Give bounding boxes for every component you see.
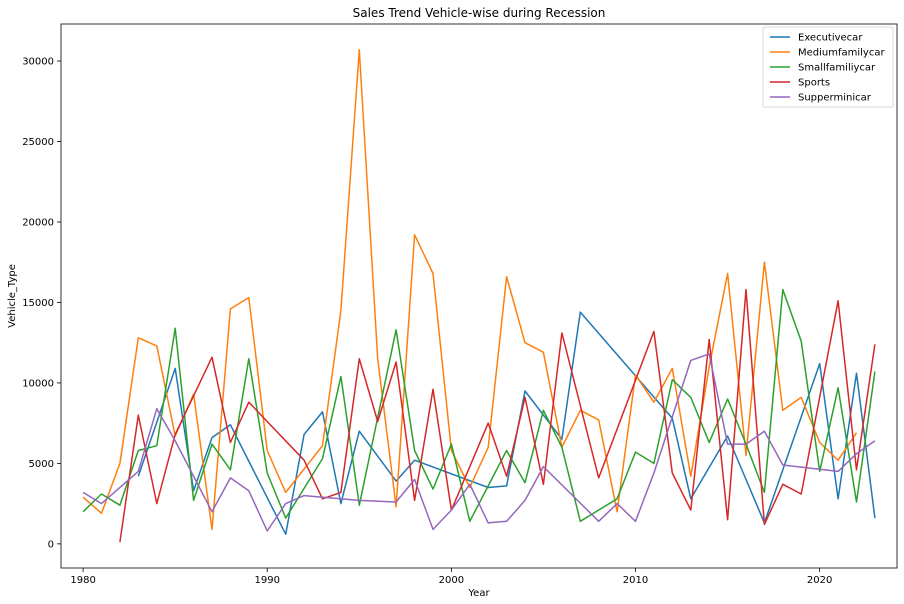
legend-label-3: Smallfamiliycar	[798, 63, 876, 74]
y-axis: 0 5000 10000 15000 20000 25000 30000	[22, 57, 61, 550]
y-tick-label: 0	[48, 539, 54, 550]
y-tick-label: 15000	[22, 298, 54, 309]
x-axis: 1980 1990 2000 2010 2020	[70, 568, 832, 586]
series-line-3	[82, 288, 876, 523]
y-tick-label: 10000	[22, 378, 54, 389]
x-axis-title: Year	[467, 588, 490, 599]
series-line-4	[119, 288, 876, 543]
series-layer	[82, 49, 876, 543]
y-tick-label: 25000	[22, 137, 54, 148]
y-tick-label: 20000	[22, 217, 54, 228]
x-tick-label: 1990	[255, 575, 280, 586]
y-axis-title: Vehicle_Type	[7, 264, 18, 328]
legend-label-1: Executivecar	[798, 33, 863, 44]
chart-title: Sales Trend Vehicle-wise during Recessio…	[353, 6, 606, 20]
x-tick-label: 2010	[623, 575, 648, 586]
legend-label-2: Mediumfamilycar	[798, 48, 885, 59]
legend-label-5: Supperminicar	[798, 93, 872, 104]
legend: Executivecar Mediumfamilycar Smallfamiliyc…	[762, 26, 894, 108]
legend-box	[762, 26, 894, 108]
series-line-5	[82, 353, 876, 532]
plot-area	[60, 23, 898, 569]
x-tick-label: 1980	[70, 575, 95, 586]
x-tick-label: 2020	[807, 575, 832, 586]
y-tick-label: 30000	[22, 57, 54, 68]
x-tick-label: 2000	[439, 575, 464, 586]
legend-label-4: Sports	[798, 78, 830, 89]
y-tick-label: 5000	[29, 459, 54, 470]
